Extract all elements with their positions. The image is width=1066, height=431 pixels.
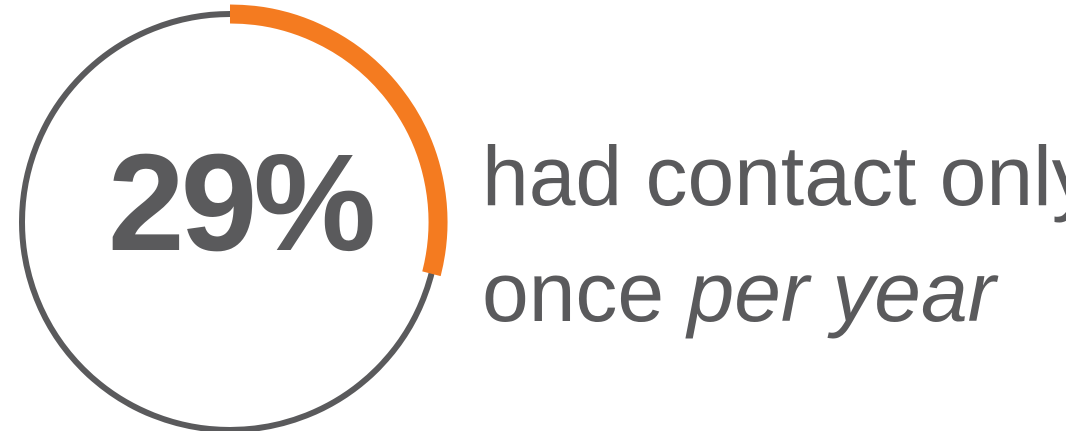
caption-line-2-text: once xyxy=(482,245,688,339)
caption-line-2: once per year xyxy=(482,234,1066,350)
percent-value: 29% xyxy=(107,126,376,280)
caption-line-1: had contact only xyxy=(482,129,1066,223)
progress-ring-svg xyxy=(19,4,448,431)
ring-progress-arc xyxy=(229,4,448,277)
caption-line-2-emphasis: per year xyxy=(687,245,996,339)
stat-caption: had contact only once per year xyxy=(482,118,1066,350)
progress-ring: 29% xyxy=(0,0,460,431)
